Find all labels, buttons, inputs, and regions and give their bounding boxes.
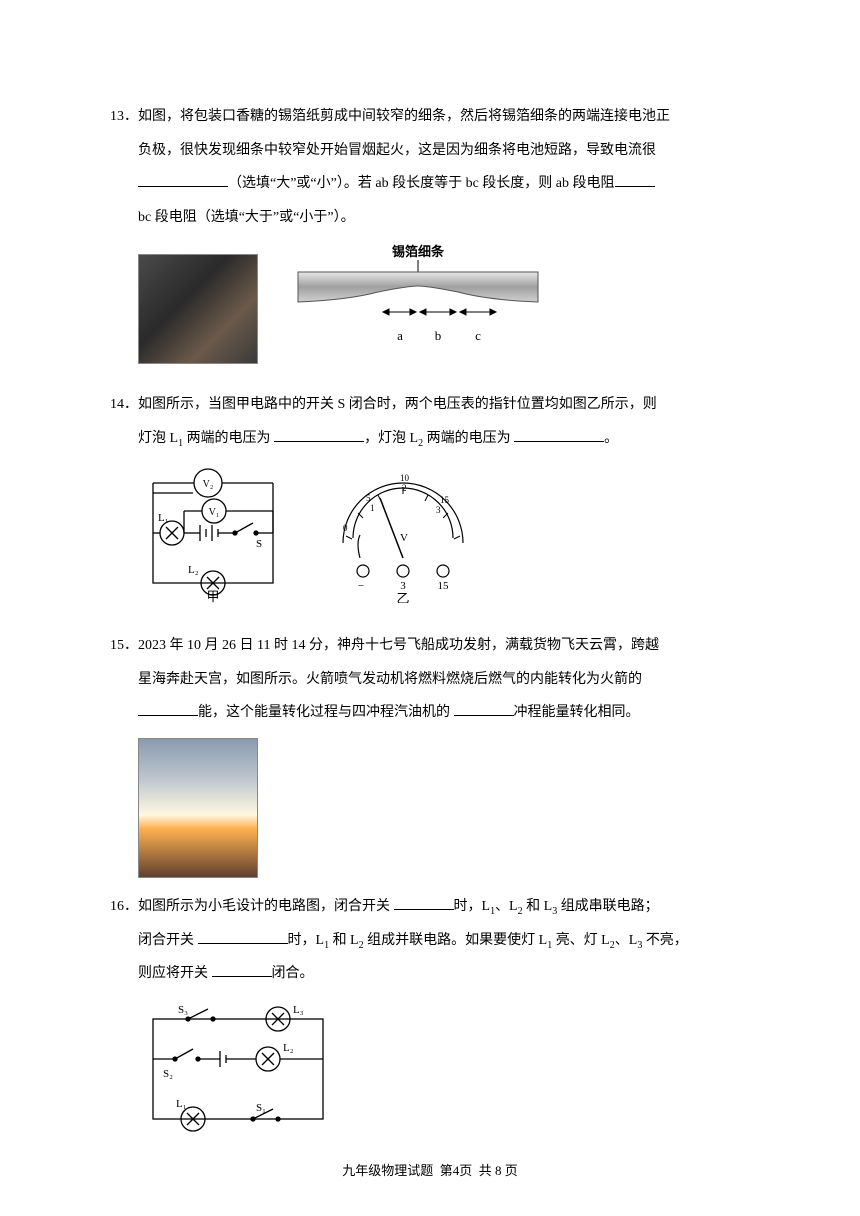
q13-figures: 锡箔细条	[110, 242, 750, 376]
meter-minus: −	[358, 580, 364, 592]
q15-text1: 2023 年 10 月 26 日 11 时 14 分，神舟十七号飞船成功发射，满…	[138, 638, 659, 653]
circuit-l1-label: L₁	[158, 512, 169, 524]
q15-t3a: 能，这个能量转化过程与四冲程汽油机的	[198, 705, 450, 720]
q16-t3a: 则应将开关	[138, 966, 208, 981]
q16-number: 16．	[110, 899, 138, 914]
q16-t2g: 不亮，	[642, 933, 688, 948]
q15-photo-rocket	[138, 738, 258, 878]
q16-t1d: 和 L	[523, 899, 553, 914]
q16-l3: L₃	[293, 1004, 304, 1016]
scale-0: 0	[343, 523, 348, 533]
circuit-v2-label: V₂	[203, 479, 214, 490]
q16-line3: 则应将开关 闭合。	[110, 957, 750, 991]
q14-t2b: 两端的电压为	[183, 431, 271, 446]
q14-t2a: 灯泡 L	[138, 431, 178, 446]
q13-blank2	[615, 170, 655, 187]
meter-15: 15	[438, 580, 450, 592]
foil-label-text: 锡箔细条	[392, 244, 445, 259]
q15-figures	[110, 738, 750, 878]
q16-l1: L₁	[176, 1098, 187, 1110]
q15-t3b: 冲程能量转化相同。	[514, 705, 640, 720]
q14-figures: V₂ V₁ L₁ L₂ S 甲	[110, 463, 750, 617]
caption-yi: 乙	[396, 591, 409, 603]
q14-text1: 如图所示，当图甲电路中的开关 S 闭合时，两个电压表的指针位置均如图乙所示，则	[138, 397, 657, 412]
q13-photo-hand-battery	[138, 254, 258, 364]
q16-t2c: 和 L	[329, 933, 359, 948]
q13-line1: 13．如图，将包装口香糖的锡箔纸剪成中间较窄的细条，然后将锡箔细条的两端连接电池…	[110, 100, 750, 134]
question-15: 15．2023 年 10 月 26 日 11 时 14 分，神舟十七号飞船成功发…	[110, 629, 750, 878]
q16-blank1	[394, 893, 454, 910]
q14-t2d: 两端的电压为	[423, 431, 511, 446]
q16-t1e: 组成串联电路；	[557, 899, 659, 914]
circuit-v1-label: V₁	[209, 507, 220, 518]
q16-line2: 闭合开关 时，L1 和 L2 组成并联电路。如果要使灯 L1 亮、灯 L2、L3…	[110, 924, 750, 958]
foil-shape	[298, 272, 538, 302]
q15-blank2	[454, 699, 514, 716]
foil-arrows	[383, 309, 496, 315]
q16-t1a: 如图所示为小毛设计的电路图，闭合开关	[138, 899, 390, 914]
q16-blank2	[198, 927, 288, 944]
q14-circuit-jia: V₂ V₁ L₁ L₂ S 甲	[138, 463, 288, 617]
q16-s1: S₁	[256, 1102, 266, 1114]
question-16: 16．如图所示为小毛设计的电路图，闭合开关 时，L1、L2 和 L3 组成串联电…	[110, 890, 750, 1153]
foil-label-a: a	[397, 328, 403, 343]
meter-v: V	[400, 532, 408, 544]
caption-jia: 甲	[206, 589, 219, 603]
footer-text: 九年级物理试题 第4页 共 8 页	[342, 1163, 518, 1178]
q14-number: 14．	[110, 397, 138, 412]
q13-line4: bc 段电阻（选填“大于”或“小于”）。	[110, 201, 750, 235]
q16-t2b: 时，L	[288, 933, 325, 948]
circuit-s-label: S	[256, 538, 262, 550]
q13-line3: （选填“大”或“小”）。若 ab 段长度等于 bc 段长度，则 ab 段电阻	[110, 167, 750, 201]
scale-10: 10	[400, 473, 410, 483]
q14-blank2	[514, 425, 604, 442]
q16-circuit: S₃ L₃ S₂ L₂ L₁ S₁	[138, 999, 338, 1153]
q14-t2c: ，灯泡 L	[364, 431, 418, 446]
foil-label-b: b	[435, 328, 442, 343]
q16-figures: S₃ L₃ S₂ L₂ L₁ S₁	[110, 999, 750, 1153]
q15-blank1	[138, 699, 198, 716]
q16-s2: S₂	[163, 1068, 173, 1080]
q13-foil-diagram: 锡箔细条	[288, 242, 548, 376]
q16-t1c: 、L	[495, 899, 518, 914]
scale-5: 5	[366, 493, 371, 503]
q16-t1b: 时，L	[454, 899, 491, 914]
q16-t2f: 、L	[615, 933, 638, 948]
q13-text3: （选填“大”或“小”）。若 ab 段长度等于 bc 段长度，则 ab 段电阻	[228, 176, 615, 191]
scale-3: 3	[436, 505, 441, 515]
q14-line1: 14．如图所示，当图甲电路中的开关 S 闭合时，两个电压表的指针位置均如图乙所示…	[110, 388, 750, 422]
q16-line1: 16．如图所示为小毛设计的电路图，闭合开关 时，L1、L2 和 L3 组成串联电…	[110, 890, 750, 924]
q15-line3: 能，这个能量转化过程与四冲程汽油机的 冲程能量转化相同。	[110, 696, 750, 730]
scale-1: 1	[370, 503, 375, 513]
scale-2: 2	[402, 483, 407, 493]
q16-blank3	[212, 961, 272, 978]
q16-t2a: 闭合开关	[138, 933, 194, 948]
q13-number: 13．	[110, 109, 138, 124]
q13-line2: 负极，很快发现细条中较窄处开始冒烟起火，这是因为细条将电池短路，导致电流很	[110, 134, 750, 168]
q15-number: 15．	[110, 638, 138, 653]
scale-15: 15	[440, 495, 450, 505]
q16-t2d: 组成并联电路。如果要使灯 L	[364, 933, 548, 948]
question-14: 14．如图所示，当图甲电路中的开关 S 闭合时，两个电压表的指针位置均如图乙所示…	[110, 388, 750, 617]
circuit-l2-label: L₂	[188, 564, 199, 576]
q13-blank1	[138, 170, 228, 187]
page-footer: 九年级物理试题 第4页 共 8 页	[0, 1155, 860, 1186]
q16-t3b: 闭合。	[272, 966, 314, 981]
q14-voltmeter-yi: 0 5 1 10 2 15 3 V − 3 15 乙	[318, 463, 488, 617]
q16-t2e: 亮、灯 L	[552, 933, 610, 948]
q14-t2e: 。	[604, 431, 618, 446]
q16-s3: S₃	[178, 1004, 188, 1016]
q15-line2: 星海奔赴天宫，如图所示。火箭喷气发动机将燃料燃烧后燃气的内能转化为火箭的	[110, 663, 750, 697]
question-13: 13．如图，将包装口香糖的锡箔纸剪成中间较窄的细条，然后将锡箔细条的两端连接电池…	[110, 100, 750, 376]
q14-line2: 灯泡 L1 两端的电压为 ，灯泡 L2 两端的电压为 。	[110, 422, 750, 456]
foil-label-c: c	[475, 328, 481, 343]
q14-blank1	[274, 425, 364, 442]
q13-text1: 如图，将包装口香糖的锡箔纸剪成中间较窄的细条，然后将锡箔细条的两端连接电池正	[138, 109, 670, 124]
q16-l2: L₂	[283, 1042, 294, 1054]
q15-line1: 15．2023 年 10 月 26 日 11 时 14 分，神舟十七号飞船成功发…	[110, 629, 750, 663]
